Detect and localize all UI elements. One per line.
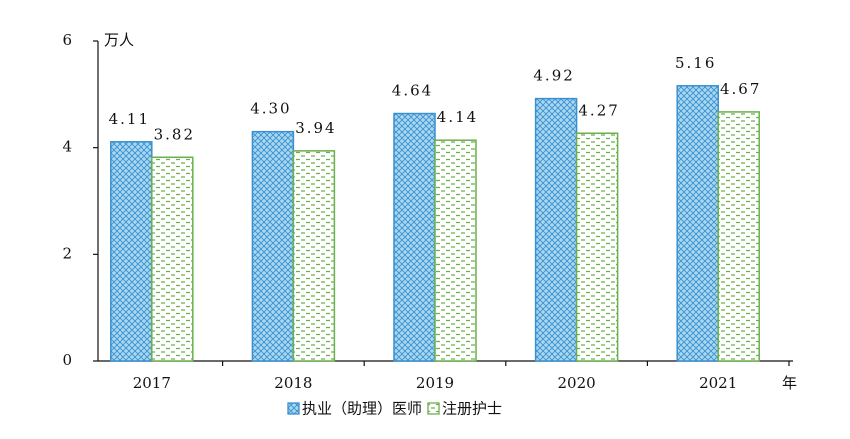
value-label: 3.82: [154, 125, 195, 143]
value-label: 4.92: [533, 67, 574, 85]
value-label: 4.11: [109, 110, 150, 128]
bar: [251, 130, 295, 362]
bar: [676, 85, 719, 362]
y-tick-label: 0: [62, 351, 72, 369]
bar: [534, 97, 578, 362]
x-tick-label: 2019: [416, 374, 454, 392]
value-label: 4.27: [578, 101, 619, 119]
value-label: 3.94: [295, 119, 336, 137]
bar: [575, 132, 619, 362]
value-label: 4.64: [392, 82, 433, 100]
x-tick-label: 2018: [274, 374, 312, 392]
legend-swatch: [287, 402, 300, 415]
y-unit: 万人: [104, 31, 134, 49]
legend-label: 注册护士: [442, 400, 502, 418]
value-label: 4.67: [720, 80, 761, 98]
value-label: 4.14: [437, 108, 478, 126]
bar: [110, 141, 153, 362]
y-tick-label: 6: [62, 31, 72, 49]
legend-swatch: [427, 402, 440, 415]
bar: [717, 111, 760, 362]
legend-label: 执业（助理）医师: [302, 400, 422, 418]
x-tick-label: 2017: [133, 374, 171, 392]
y-tick-label: 2: [62, 244, 72, 262]
y-tick-label: 4: [62, 138, 72, 156]
bar: [393, 112, 436, 362]
x-tick-label: 2020: [558, 374, 596, 392]
bar: [434, 139, 477, 362]
value-label: 5.16: [675, 54, 716, 72]
x-unit: 年: [782, 374, 797, 392]
value-label: 4.30: [250, 100, 291, 118]
x-tick-label: 2021: [699, 374, 737, 392]
bar: [292, 150, 336, 362]
bar: [151, 156, 194, 362]
